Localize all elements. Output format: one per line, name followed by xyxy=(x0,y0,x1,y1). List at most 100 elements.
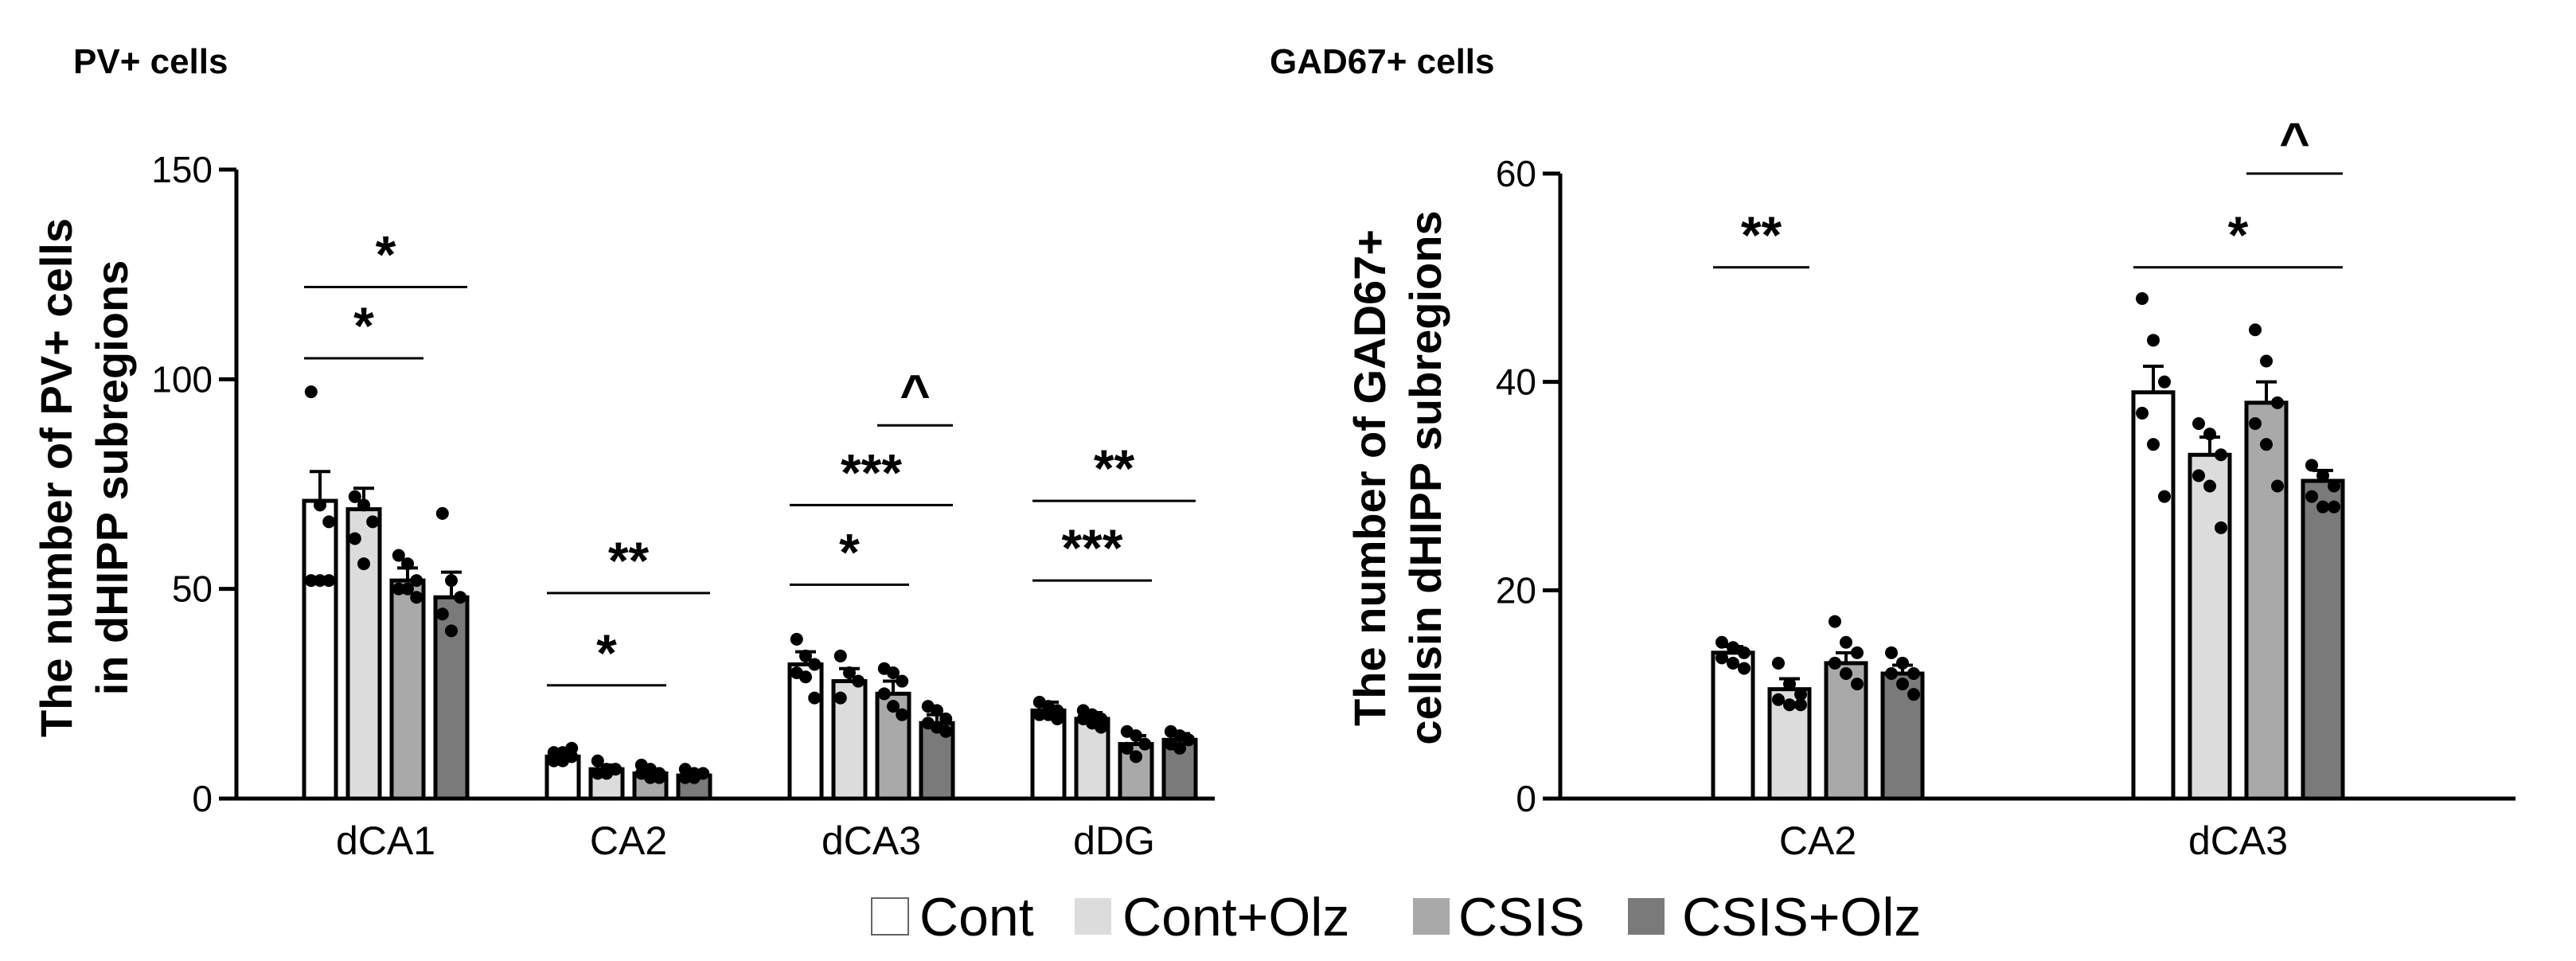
significance-label: ** xyxy=(608,531,650,590)
data-point xyxy=(931,704,943,717)
data-point xyxy=(314,498,326,512)
data-point xyxy=(1032,708,1046,721)
data-point xyxy=(401,582,414,596)
data-point xyxy=(401,557,414,571)
x-tick-label: dCA3 xyxy=(2188,818,2288,863)
significance-label: *** xyxy=(1061,518,1122,577)
legend-label-csis: CSIS xyxy=(1458,887,1585,947)
data-point xyxy=(357,557,370,571)
bar xyxy=(1711,650,1755,801)
data-point xyxy=(2203,479,2216,493)
data-point xyxy=(445,624,458,638)
y-tick-label: 60 xyxy=(1496,153,1536,194)
data-point xyxy=(2215,448,2227,462)
bar xyxy=(2244,400,2289,801)
data-point xyxy=(2328,479,2340,493)
data-point xyxy=(435,607,449,621)
data-point xyxy=(1896,678,1909,691)
x-tick-label: dDG xyxy=(1073,818,1155,863)
data-point xyxy=(591,754,604,768)
data-point xyxy=(348,532,361,545)
data-point xyxy=(1783,698,1796,712)
data-point xyxy=(392,582,405,596)
data-point xyxy=(1130,729,1142,742)
data-point xyxy=(887,700,900,713)
data-point xyxy=(314,574,326,588)
bar xyxy=(2188,452,2232,801)
significance-label: ** xyxy=(1741,205,1782,264)
data-point xyxy=(688,771,701,784)
data-point xyxy=(2271,479,2284,493)
data-point xyxy=(1738,646,1751,659)
data-point xyxy=(435,506,449,520)
data-point xyxy=(1851,646,1864,659)
y-tick-label: 40 xyxy=(1496,361,1536,403)
data-point xyxy=(1130,750,1142,764)
panel-title: GAD67+ cells xyxy=(1270,42,1495,81)
data-point xyxy=(896,674,909,688)
data-point xyxy=(322,574,336,588)
data-point xyxy=(410,574,423,588)
bar xyxy=(2301,479,2345,801)
panel-title: PV+ cells xyxy=(73,42,228,81)
data-point xyxy=(1727,641,1739,654)
data-point xyxy=(852,674,865,688)
data-point xyxy=(808,658,822,671)
data-point xyxy=(1907,667,1920,680)
data-point xyxy=(2158,490,2171,503)
data-point xyxy=(1896,656,1909,670)
legend-label-cont: Cont xyxy=(919,887,1034,947)
data-point xyxy=(1182,733,1196,747)
data-point xyxy=(1727,656,1739,670)
data-point xyxy=(2328,500,2340,514)
bar xyxy=(345,507,382,801)
data-point xyxy=(678,771,692,784)
data-point xyxy=(1840,635,1852,649)
significance-label: *** xyxy=(841,443,902,502)
data-point xyxy=(366,515,380,529)
data-point xyxy=(1794,698,1807,712)
data-point xyxy=(644,771,657,784)
legend-label-cont-olz: Cont+Olz xyxy=(1122,887,1349,947)
y-tick-label: 50 xyxy=(172,568,213,610)
data-point xyxy=(2260,438,2273,451)
data-point xyxy=(1829,656,1841,670)
significance-label: * xyxy=(353,296,374,355)
data-point xyxy=(896,708,909,721)
y-tick-label: 20 xyxy=(1496,569,1536,611)
significance-label: ** xyxy=(1094,439,1135,498)
significance-label: * xyxy=(376,225,396,283)
data-point xyxy=(2316,500,2329,514)
data-point xyxy=(1138,737,1152,751)
data-point xyxy=(2147,334,2160,347)
data-point xyxy=(1772,693,1785,706)
data-point xyxy=(2249,323,2262,337)
gad67-cells-panel: GAD67+ cells The number of GAD67+ cellsi… xyxy=(1270,42,2516,863)
data-point xyxy=(565,741,579,755)
y-axis-label-line-2: in dHIPP subregions xyxy=(87,260,137,696)
data-point xyxy=(348,490,361,503)
pv-cells-panel: PV+ cells The number of PV+ cells in dHI… xyxy=(31,42,1215,863)
y-axis-label-line-1: The number of GAD67+ xyxy=(1345,229,1395,726)
y-tick-label: 150 xyxy=(151,149,213,190)
data-point xyxy=(799,649,812,662)
data-point xyxy=(887,666,900,679)
y-tick-label: 100 xyxy=(151,358,213,400)
significance-label: ^ xyxy=(2279,111,2310,170)
legend: Cont Cont+Olz CSIS CSIS+Olz xyxy=(871,887,1921,947)
bar xyxy=(389,578,426,801)
data-point xyxy=(1907,688,1920,701)
data-point xyxy=(2203,428,2216,441)
y-tick-label: 0 xyxy=(1516,778,1536,819)
data-point xyxy=(843,666,856,679)
legend-swatch-cont xyxy=(871,897,909,936)
data-point xyxy=(1095,721,1108,734)
data-point xyxy=(2136,406,2149,420)
data-point xyxy=(2316,469,2329,482)
x-tick-label: CA2 xyxy=(590,818,667,863)
data-point xyxy=(1738,662,1751,675)
data-point xyxy=(1885,667,1898,680)
